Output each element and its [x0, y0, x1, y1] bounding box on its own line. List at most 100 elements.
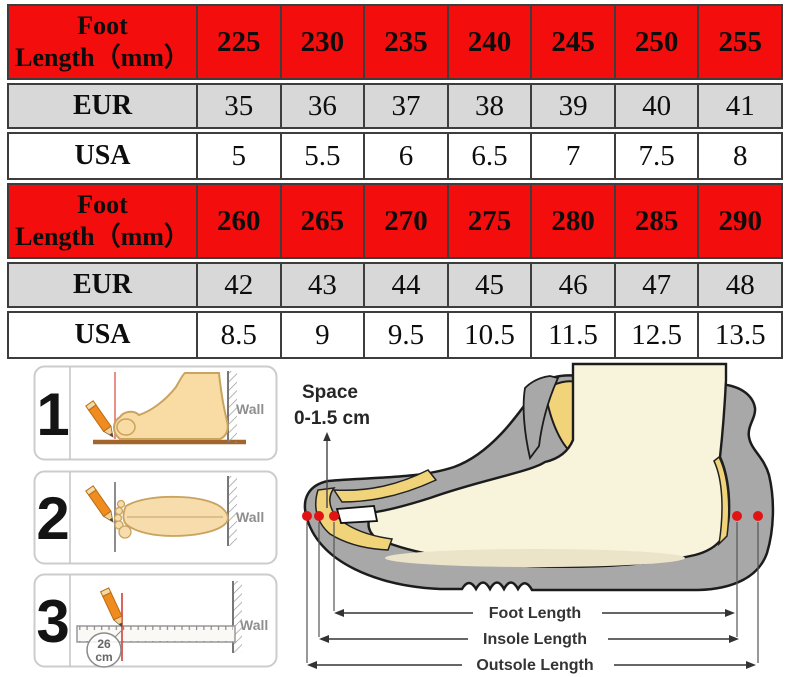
foot-length-label-line1: Foot: [77, 11, 128, 41]
arrow-head: [746, 661, 756, 669]
space-arrow-head: [323, 432, 331, 441]
foot-length-header-row-1: Foot Length（mm） 225 230 235 240 245 250 …: [7, 4, 784, 80]
foot-length-value: 245: [530, 4, 616, 80]
eur-size: 39: [530, 83, 616, 129]
foot-length-value: 235: [363, 4, 449, 80]
foot-length-value: 275: [446, 183, 533, 259]
foot-length-value: 290: [697, 183, 784, 259]
wall-label: Wall: [240, 617, 268, 633]
wall-hatch: [228, 371, 237, 443]
arrow-head: [729, 635, 739, 643]
usa-size: 7: [530, 132, 616, 180]
eur-size: 44: [363, 262, 449, 308]
eur-size: 36: [279, 83, 366, 129]
eur-size: 38: [446, 83, 533, 129]
size-chart-table: Foot Length（mm） 225 230 235 240 245 250 …: [7, 4, 784, 359]
heel-lining: [713, 455, 730, 547]
measure-marker-dots: [302, 511, 763, 521]
eur-size: 41: [697, 83, 784, 129]
step-number: 2: [36, 485, 69, 552]
space-annotation: Space 0-1.5 cm: [294, 382, 370, 508]
usa-size: 8: [697, 132, 784, 180]
foot-length-label-line2: Length（mm）: [15, 222, 190, 251]
foot-sole-shading: [385, 549, 685, 567]
wall-hatch: [233, 581, 242, 653]
step-2-illustration: 2 Wall: [33, 470, 278, 565]
outsole-length-label: Outsole Length: [476, 657, 593, 674]
ruler-unit: cm: [95, 650, 112, 664]
wall-label: Wall: [236, 401, 264, 417]
eur-size: 42: [196, 262, 282, 308]
measurement-callout: 26 cm: [86, 630, 122, 668]
usa-size: 9: [279, 311, 366, 359]
shoe-cutaway-diagram: Space 0-1.5 cm: [294, 362, 775, 674]
foot-length-label-line1: Foot: [77, 190, 128, 220]
measuring-guide: 1 Wall: [0, 360, 790, 677]
foot-length-value: 270: [363, 183, 449, 259]
usa-size: 7.5: [613, 132, 700, 180]
step-1-illustration: 1 Wall: [33, 365, 278, 461]
toe-cap: [335, 505, 379, 524]
pencil-icon: [85, 400, 114, 438]
eur-row-1: EUR 35 36 37 38 39 40 41: [7, 83, 784, 129]
step-3-panel: 3 26 cm: [33, 573, 278, 668]
step-number: 3: [36, 588, 69, 655]
foot-length-label: Foot Length: [489, 605, 581, 622]
wall-label: Wall: [236, 509, 264, 525]
foot-length-value: 255: [697, 4, 784, 80]
pencil-icon: [85, 485, 114, 523]
step-2-panel: 2 Wall: [33, 470, 278, 565]
step-number: 1: [36, 381, 69, 448]
arrow-head: [334, 609, 344, 617]
usa-label: USA: [7, 311, 198, 359]
eur-size: 47: [613, 262, 700, 308]
foot-side-illustration: [113, 372, 229, 440]
eur-size: 35: [196, 83, 282, 129]
foot-length-value: 260: [196, 183, 282, 259]
usa-size: 8.5: [196, 311, 282, 359]
eur-label: EUR: [7, 83, 198, 129]
eur-size: 40: [613, 83, 700, 129]
usa-size: 10.5: [446, 311, 533, 359]
step-3-illustration: 3 26 cm: [33, 573, 278, 668]
usa-row-1: USA 5 5.5 6 6.5 7 7.5 8: [7, 132, 784, 180]
eur-size: 48: [697, 262, 784, 308]
foot-length-value: 240: [446, 4, 533, 80]
insole-length-label: Insole Length: [483, 631, 587, 648]
foot-length-label-line2: Length（mm）: [15, 43, 190, 72]
guide-lines: [306, 522, 759, 663]
eur-size: 46: [530, 262, 616, 308]
usa-size: 6.5: [446, 132, 533, 180]
front-collar: [522, 375, 560, 461]
foot-length-value: 250: [613, 4, 700, 80]
usa-size: 13.5: [697, 311, 784, 359]
step-1-panel: 1 Wall: [33, 365, 278, 461]
arrow-head: [725, 609, 735, 617]
usa-size: 6: [363, 132, 449, 180]
usa-size: 11.5: [530, 311, 616, 359]
usa-size: 5: [196, 132, 282, 180]
usa-size: 5.5: [279, 132, 366, 180]
foot-length-label: Foot Length（mm）: [7, 4, 198, 80]
space-label-line2: 0-1.5 cm: [294, 408, 370, 429]
foot-length-value: 280: [530, 183, 616, 259]
space-label-line1: Space: [302, 382, 358, 403]
eur-size: 45: [446, 262, 533, 308]
toe-lining: [315, 487, 394, 551]
usa-size: 12.5: [613, 311, 700, 359]
foot-length-value: 225: [196, 4, 282, 80]
ruler-value: 26: [97, 637, 111, 651]
foot-top-illustration: [113, 495, 229, 539]
foot-length-label: Foot Length（mm）: [7, 183, 198, 259]
eur-label: EUR: [7, 262, 198, 308]
usa-label: USA: [7, 132, 198, 180]
pencil-icon: [99, 587, 123, 628]
eur-size: 37: [363, 83, 449, 129]
eur-size: 43: [279, 262, 366, 308]
usa-row-2: USA 8.5 9 9.5 10.5 11.5 12.5 13.5: [7, 311, 784, 359]
arrow-head: [307, 661, 317, 669]
foot-length-value: 230: [279, 4, 366, 80]
arrow-head: [319, 635, 329, 643]
foot-length-value: 265: [279, 183, 366, 259]
